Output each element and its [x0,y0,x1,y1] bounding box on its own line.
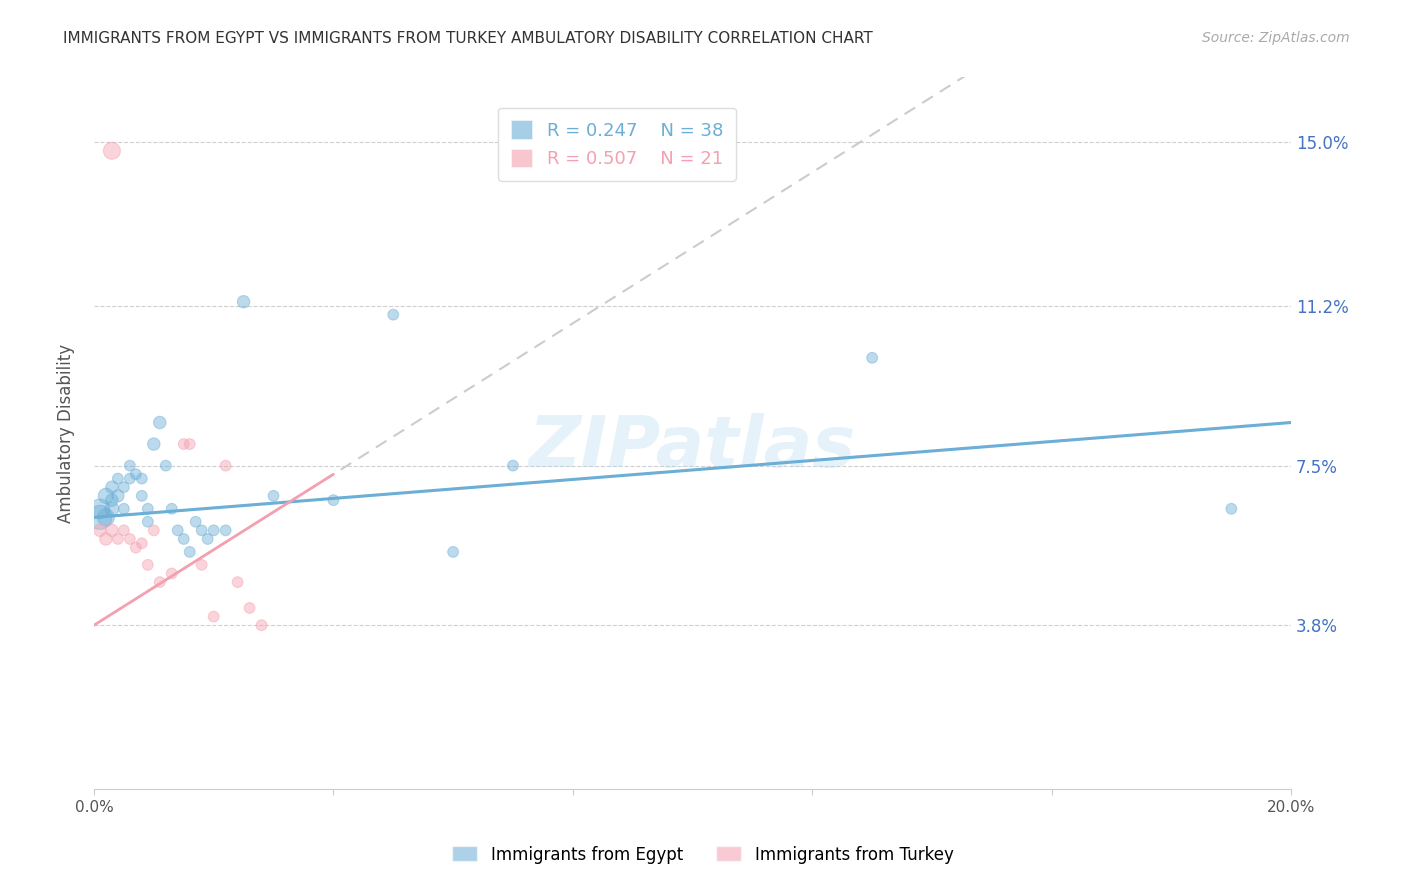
Point [184,515,207,529]
Point [239,601,262,615]
Point [142,437,165,451]
Point [179,437,201,451]
Point [202,609,225,624]
Point [190,558,212,572]
Point [131,472,153,486]
Point [94,489,117,503]
Point [155,458,177,473]
Point [160,566,183,581]
Point [149,575,172,590]
Point [142,524,165,538]
Point [112,480,135,494]
Point [118,472,141,486]
Point [263,489,285,503]
Point [382,308,405,322]
Point [89,524,111,538]
Point [160,501,183,516]
Point [125,467,148,482]
Point [101,501,124,516]
Point [173,437,195,451]
Text: ZIPatlas: ZIPatlas [529,413,856,482]
Point [214,524,236,538]
Point [173,532,195,546]
Legend: Immigrants from Egypt, Immigrants from Turkey: Immigrants from Egypt, Immigrants from T… [446,839,960,871]
Point [250,618,273,632]
Point [101,524,124,538]
Point [214,458,236,473]
Point [202,524,225,538]
Point [101,480,124,494]
Point [131,489,153,503]
Text: Source: ZipAtlas.com: Source: ZipAtlas.com [1202,31,1350,45]
Point [112,501,135,516]
Point [197,532,219,546]
Y-axis label: Ambulatory Disability: Ambulatory Disability [58,343,75,523]
Point [89,510,111,524]
Point [166,524,188,538]
Text: IMMIGRANTS FROM EGYPT VS IMMIGRANTS FROM TURKEY AMBULATORY DISABILITY CORRELATIO: IMMIGRANTS FROM EGYPT VS IMMIGRANTS FROM… [63,31,873,46]
Point [94,510,117,524]
Point [107,489,129,503]
Point [502,458,524,473]
Point [136,558,159,572]
Point [107,532,129,546]
Point [226,575,249,590]
Point [125,541,148,555]
Point [89,501,111,516]
Point [860,351,883,365]
Point [112,524,135,538]
Point [441,545,464,559]
Point [118,458,141,473]
Point [322,493,344,508]
Point [118,532,141,546]
Point [101,144,124,158]
Point [136,501,159,516]
Point [94,532,117,546]
Point [190,524,212,538]
Point [107,472,129,486]
Point [232,294,254,309]
Legend: R = 0.247    N = 38, R = 0.507    N = 21: R = 0.247 N = 38, R = 0.507 N = 21 [498,108,735,181]
Point [101,493,124,508]
Point [149,416,172,430]
Point [131,536,153,550]
Point [179,545,201,559]
Point [1220,501,1243,516]
Point [136,515,159,529]
